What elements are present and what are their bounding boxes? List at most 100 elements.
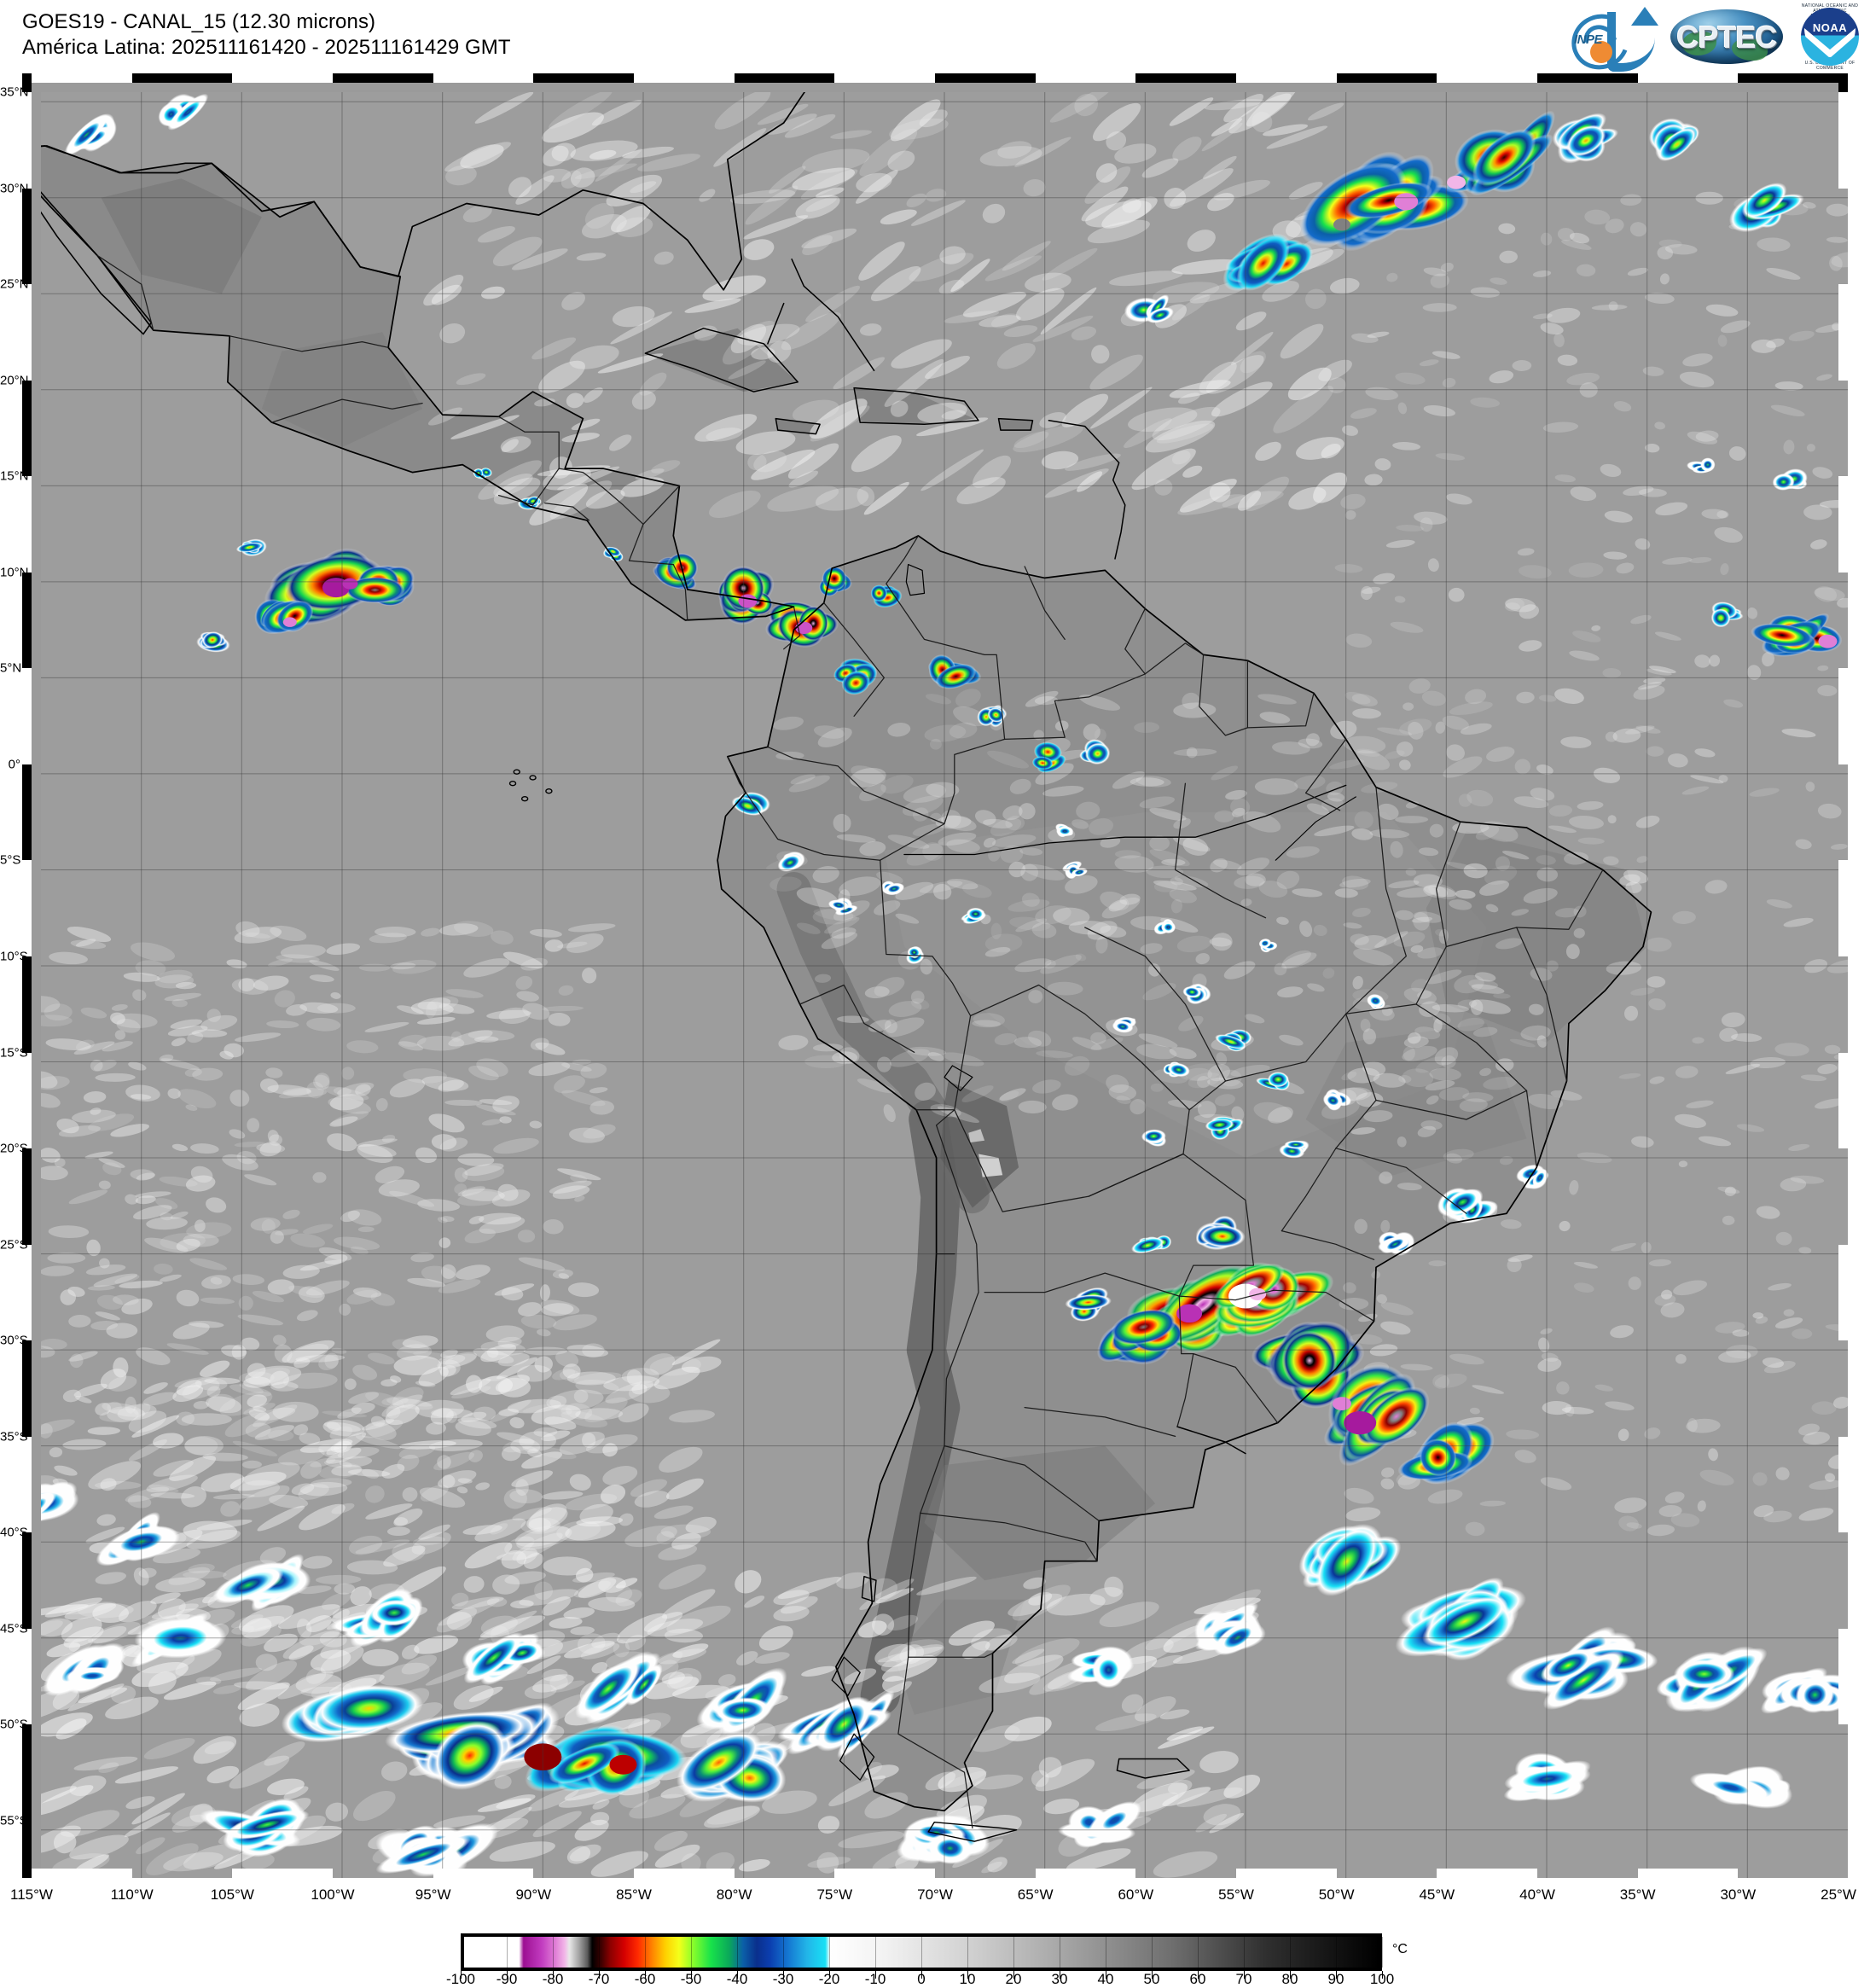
- colorbar-tick-label: 10: [959, 1971, 976, 1987]
- colorbar-tick: [1336, 1971, 1337, 1979]
- longitude-tick-label: 25°W: [1821, 1886, 1856, 1903]
- colorbar-inner-tick: [1382, 1937, 1383, 1968]
- latitude-tick-label: 0°: [8, 757, 20, 772]
- colorbar-tick: [783, 1971, 784, 1979]
- latitude-tick-label: 15°S: [0, 1045, 28, 1061]
- colorbar-tick-label: -60: [634, 1971, 656, 1987]
- noaa-logo-label: NOAA: [1812, 21, 1848, 34]
- colorbar-tick-label: -50: [680, 1971, 702, 1987]
- colorbar-tick: [691, 1971, 692, 1979]
- colorbar-inner-tick: [921, 1937, 922, 1968]
- latitude-tick-label: 50°S: [0, 1717, 28, 1732]
- colorbar-gradient: [464, 1937, 1379, 1968]
- colorbar-tick-label: 90: [1327, 1971, 1344, 1987]
- page-subtitle: América Latina: 202511161420 - 202511161…: [22, 36, 511, 59]
- colorbar-tick-label: 0: [917, 1971, 926, 1987]
- globe-icon: [1670, 9, 1783, 64]
- longitude-tick-label: 45°W: [1419, 1886, 1455, 1903]
- colorbar-tick-label: -40: [726, 1971, 748, 1987]
- colorbar-tick-label: 50: [1143, 1971, 1160, 1987]
- colorbar-inner-tick: [645, 1937, 646, 1968]
- colorbar-tick-label: -20: [818, 1971, 840, 1987]
- longitude-tick-label: 70°W: [917, 1886, 953, 1903]
- colorbar-tick: [967, 1971, 968, 1979]
- longitude-tick-label: 95°W: [415, 1886, 451, 1903]
- longitude-tick-label: 90°W: [515, 1886, 552, 1903]
- longitude-tick-label: 100°W: [311, 1886, 355, 1903]
- colorbar-tick: [875, 1971, 876, 1979]
- colorbar-inner-tick: [737, 1937, 738, 1968]
- latitude-tick-label: 30°N: [0, 181, 29, 196]
- colorbar-tick: [1244, 1971, 1245, 1979]
- longitude-tick-label: 85°W: [616, 1886, 652, 1903]
- colorbar-tick-label: 20: [1005, 1971, 1022, 1987]
- colorbar-inner-tick: [507, 1937, 508, 1968]
- longitude-tick-label: 50°W: [1318, 1886, 1355, 1903]
- longitude-tick-label: 115°W: [10, 1886, 53, 1903]
- globe-land-icon: [1682, 32, 1716, 55]
- noaa-seal-icon: NOAA: [1801, 8, 1859, 66]
- longitude-tick-label: 105°W: [210, 1886, 254, 1903]
- longitude-tick-label: 110°W: [110, 1886, 154, 1903]
- colorbar-inner-tick: [553, 1937, 554, 1968]
- colorbar-inner-tick: [829, 1937, 830, 1968]
- colorbar-area: -100 -90 -80 -70 -60 -50 -40 -30 -20 -10 0 10 20 30 40…: [0, 1920, 1870, 1987]
- colorbar-tick-label: 30: [1051, 1971, 1068, 1987]
- inpe-swoosh-icon: [1607, 12, 1655, 72]
- colorbar-inner-tick: [783, 1937, 784, 1968]
- latitude-tick-label: 55°S: [0, 1813, 28, 1828]
- colorbar-tick: [737, 1971, 738, 1979]
- colorbar-inner-tick: [1152, 1937, 1153, 1968]
- colorbar-tick: [599, 1971, 600, 1979]
- colorbar-tick: [553, 1971, 554, 1979]
- colorbar-inner-tick: [1198, 1937, 1199, 1968]
- colorbar-inner-tick: [1013, 1937, 1014, 1968]
- latitude-tick-label: 20°N: [0, 373, 29, 388]
- colorbar: [461, 1933, 1383, 1971]
- map-frame: [22, 73, 1848, 1878]
- longitude-tick-label: 60°W: [1118, 1886, 1154, 1903]
- logo-bar: INPE CPTEC NATIONAL OCEANIC AND ATMOSPHE…: [1562, 2, 1866, 79]
- colorbar-inner-tick: [967, 1937, 968, 1968]
- satellite-image[interactable]: [41, 92, 1848, 1878]
- colorbar-inner-tick: [875, 1937, 876, 1968]
- longitude-tick-label: 75°W: [816, 1886, 853, 1903]
- colorbar-tick: [1290, 1971, 1291, 1979]
- longitude-tick-label: 40°W: [1519, 1886, 1555, 1903]
- colorbar-tick: [645, 1971, 646, 1979]
- latitude-tick-label: 15°N: [0, 468, 29, 484]
- colorbar-tick-label: 80: [1281, 1971, 1298, 1987]
- colorbar-tick: [1152, 1971, 1153, 1979]
- colorbar-tick-label: -70: [588, 1971, 610, 1987]
- colorbar-tick: [921, 1971, 922, 1979]
- cptec-logo-label: CPTEC: [1676, 20, 1777, 55]
- latitude-tick-label: 40°S: [0, 1525, 28, 1540]
- map-container[interactable]: [22, 73, 1848, 1878]
- latitude-tick-label: 5°S: [0, 852, 21, 868]
- globe-land2-icon: [1732, 38, 1768, 61]
- colorbar-tick: [829, 1971, 830, 1979]
- longitude-tick-label: 30°W: [1720, 1886, 1757, 1903]
- latitude-tick-label: 5°N: [0, 660, 22, 676]
- colorbar-tick-label: -30: [772, 1971, 794, 1987]
- inpe-logo: INPE: [1562, 3, 1658, 79]
- colorbar-tick-label: 100: [1369, 1971, 1395, 1987]
- colorbar-unit-label: °C: [1392, 1942, 1408, 1956]
- inpe-arrow-icon: [1631, 7, 1658, 26]
- noaa-logo: NATIONAL OCEANIC AND ATMOSPHERIC ADMINIS…: [1795, 2, 1866, 73]
- page-header: GOES19 - CANAL_15 (12.30 microns) Améric…: [0, 0, 1870, 79]
- colorbar-inner-tick: [1336, 1937, 1337, 1968]
- latitude-tick-label: 10°N: [0, 565, 29, 580]
- colorbar-tick-label: 60: [1189, 1971, 1206, 1987]
- colorbar-tick: [1198, 1971, 1199, 1979]
- inpe-logo-label: INPE: [1574, 32, 1603, 47]
- title-block: GOES19 - CANAL_15 (12.30 microns) Améric…: [22, 9, 511, 61]
- colorbar-tick-label: -90: [496, 1971, 518, 1987]
- colorbar-tick: [461, 1971, 462, 1979]
- colorbar-tick-label: -100: [445, 1971, 476, 1987]
- latitude-tick-label: 45°S: [0, 1621, 28, 1636]
- colorbar-tick-label: -10: [864, 1971, 886, 1987]
- latitude-tick-label: 10°S: [0, 949, 28, 964]
- colorbar-tick-label: 70: [1235, 1971, 1252, 1987]
- colorbar-tick: [1382, 1971, 1383, 1979]
